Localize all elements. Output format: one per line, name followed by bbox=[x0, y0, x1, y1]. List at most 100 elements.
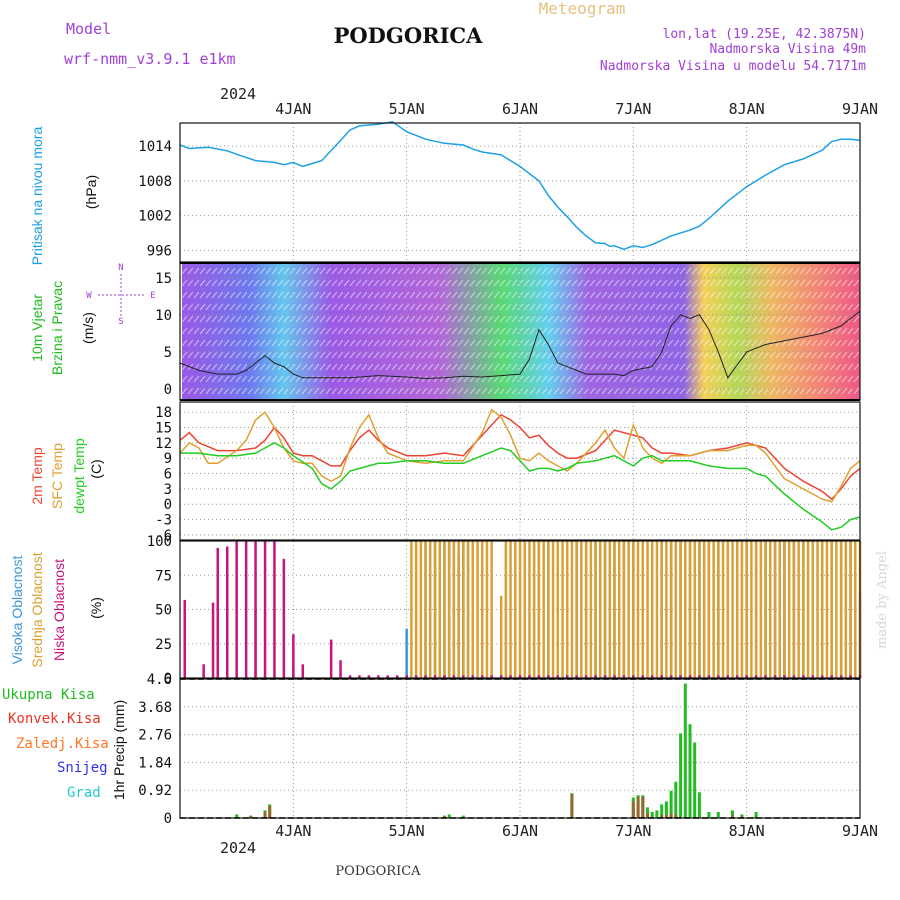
wind-barb bbox=[835, 363, 842, 371]
wind-barb bbox=[499, 327, 506, 335]
wind-barb bbox=[757, 339, 764, 347]
series-bar bbox=[773, 541, 777, 678]
wind-barb bbox=[751, 375, 758, 383]
wind-barb bbox=[325, 351, 332, 359]
wind-barb bbox=[247, 303, 254, 311]
wind-barb bbox=[343, 375, 350, 383]
wind-barb bbox=[385, 339, 392, 347]
wind-barb bbox=[265, 327, 272, 335]
series-bar bbox=[674, 541, 678, 678]
series-bar bbox=[424, 541, 427, 678]
series-bar bbox=[655, 541, 659, 678]
wind-barb bbox=[511, 375, 518, 383]
series-bar bbox=[183, 599, 186, 678]
wind-barb bbox=[205, 339, 212, 347]
wind-barb bbox=[601, 363, 608, 371]
series-bar bbox=[419, 541, 423, 678]
series-bar bbox=[433, 675, 437, 678]
wind-barb bbox=[481, 339, 488, 347]
series-bar bbox=[646, 541, 649, 678]
wind-barb bbox=[667, 363, 674, 371]
series-bar bbox=[570, 793, 574, 818]
series-bar bbox=[443, 675, 446, 678]
wind-barb bbox=[325, 387, 332, 395]
wind-barb bbox=[229, 387, 236, 395]
wind-barb bbox=[715, 375, 722, 383]
wind-barb bbox=[769, 291, 776, 299]
wind-barb bbox=[523, 351, 530, 359]
wind-barb bbox=[739, 267, 746, 275]
wind-barb bbox=[217, 267, 224, 275]
series-bar bbox=[462, 541, 465, 678]
wind-barb bbox=[283, 291, 290, 299]
wind-barb bbox=[589, 327, 596, 335]
wind-barb bbox=[247, 279, 254, 287]
wind-barb bbox=[211, 315, 218, 323]
precip-conv-label: Konvek.Kisa bbox=[8, 711, 101, 727]
wind-barb bbox=[409, 315, 416, 323]
wind-barb bbox=[463, 375, 470, 383]
series-bar bbox=[740, 814, 744, 818]
wind-barb bbox=[631, 279, 638, 287]
wind-barb bbox=[289, 327, 296, 335]
wind-barb bbox=[637, 375, 644, 383]
series-bar bbox=[754, 812, 758, 818]
model-label: Model bbox=[66, 20, 111, 38]
series-bar bbox=[348, 675, 352, 678]
wind-barb bbox=[319, 351, 326, 359]
wind-barb bbox=[211, 279, 218, 287]
wind-barb bbox=[799, 303, 806, 311]
y-tick-label: 18 bbox=[155, 405, 172, 421]
wind-barb bbox=[469, 267, 476, 275]
series-bar bbox=[669, 813, 673, 818]
wind-barb bbox=[685, 267, 692, 275]
series-bar bbox=[669, 790, 673, 818]
wind-barb bbox=[469, 279, 476, 287]
wind-barb bbox=[469, 363, 476, 371]
wind-barb bbox=[457, 267, 464, 275]
wind-barb bbox=[757, 327, 764, 335]
wind-barb bbox=[703, 363, 710, 371]
wind-barb bbox=[289, 375, 296, 383]
wind-barb bbox=[319, 315, 326, 323]
wind-barb bbox=[757, 375, 764, 383]
wind-barb bbox=[607, 375, 614, 383]
series-bar bbox=[664, 815, 668, 818]
series-bar bbox=[613, 541, 616, 678]
wind-barb bbox=[187, 339, 194, 347]
series-bar bbox=[835, 541, 838, 678]
wind-unit: (m/s) bbox=[80, 312, 96, 344]
wind-barb bbox=[757, 387, 764, 395]
wind-barb bbox=[595, 279, 602, 287]
footer-city: PODGORICA bbox=[335, 864, 421, 879]
wind-barb bbox=[217, 315, 224, 323]
wind-barb bbox=[259, 279, 266, 287]
wind-barb bbox=[745, 315, 752, 323]
wind-barb bbox=[265, 291, 272, 299]
wind-barb bbox=[247, 267, 254, 275]
wind-barb bbox=[379, 363, 386, 371]
wind-barb bbox=[427, 339, 434, 347]
series-bar bbox=[660, 675, 663, 678]
wind-barb bbox=[349, 267, 356, 275]
wind-barb bbox=[493, 303, 500, 311]
wind-barb bbox=[181, 291, 188, 299]
series-bar bbox=[636, 796, 640, 818]
wind-barb bbox=[427, 291, 434, 299]
wind-barb bbox=[715, 351, 722, 359]
wind-barb bbox=[715, 303, 722, 311]
wind-barb bbox=[181, 279, 188, 287]
series-bar bbox=[778, 541, 781, 678]
wind-barb bbox=[409, 327, 416, 335]
y-tick-label: 50 bbox=[155, 603, 172, 619]
wind-barb bbox=[535, 339, 542, 347]
wind-barb bbox=[361, 327, 368, 335]
series-bar bbox=[745, 541, 748, 678]
wind-barb bbox=[553, 375, 560, 383]
wind-barb bbox=[835, 279, 842, 287]
series-bar bbox=[575, 675, 578, 678]
wind-barb bbox=[757, 279, 764, 287]
wind-barb bbox=[205, 315, 212, 323]
wind-barb bbox=[355, 279, 362, 287]
wind-barb bbox=[211, 267, 218, 275]
